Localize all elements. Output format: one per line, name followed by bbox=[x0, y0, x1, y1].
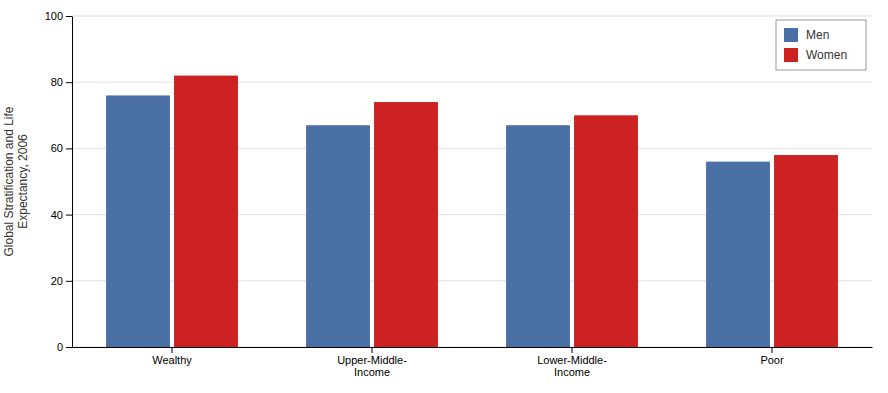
x-tick-label: Lower-Middle-Income bbox=[537, 354, 607, 379]
y-tick-mark bbox=[66, 281, 72, 282]
chart: Wealthy Upper-Middle-Income Lower-Middle-I… bbox=[0, 0, 888, 393]
y-tick-mark bbox=[66, 148, 72, 149]
bar bbox=[174, 76, 238, 347]
x-tick-label: Poor bbox=[760, 354, 784, 366]
y-axis: 0 20 40 60 80 100 bbox=[45, 10, 73, 353]
y-tick: 20 bbox=[51, 275, 72, 287]
bar bbox=[574, 115, 638, 347]
grid bbox=[72, 16, 872, 347]
x-tick-label: Upper-Middle-Income bbox=[337, 354, 407, 379]
x-tick: Wealthy bbox=[152, 347, 192, 366]
x-tick-mark bbox=[772, 347, 773, 353]
legend-box bbox=[776, 20, 866, 70]
legend-item: Men bbox=[784, 28, 829, 42]
x-axis-line bbox=[73, 347, 873, 348]
y-tick-mark bbox=[66, 215, 72, 216]
x-axis: Wealthy Upper-Middle-Income Lower-Middle-I… bbox=[73, 347, 873, 378]
x-tick-label: Wealthy bbox=[152, 354, 192, 366]
y-tick-mark bbox=[66, 82, 72, 83]
y-tick-mark bbox=[66, 347, 72, 348]
x-tick: Poor bbox=[760, 347, 784, 366]
y-tick: 0 bbox=[57, 341, 72, 353]
bar bbox=[306, 125, 370, 347]
y-tick-label: 60 bbox=[51, 142, 63, 154]
legend-item: Women bbox=[784, 48, 847, 62]
bars bbox=[106, 76, 838, 347]
bar bbox=[374, 102, 438, 347]
y-tick-label: 100 bbox=[45, 10, 63, 22]
legend-swatch bbox=[784, 48, 798, 62]
x-tick: Upper-Middle-Income bbox=[337, 347, 407, 378]
x-tick-mark bbox=[372, 347, 373, 353]
grid-line bbox=[72, 16, 872, 17]
legend-swatch bbox=[784, 28, 798, 42]
x-tick-mark bbox=[172, 347, 173, 353]
bar bbox=[774, 155, 838, 347]
bar bbox=[106, 95, 170, 347]
y-tick: 80 bbox=[51, 76, 72, 88]
y-axis-line bbox=[72, 17, 73, 348]
x-tick-mark bbox=[572, 347, 573, 353]
y-tick-label: 0 bbox=[57, 341, 63, 353]
y-tick-label: 80 bbox=[51, 76, 63, 88]
x-tick: Lower-Middle-Income bbox=[537, 347, 607, 378]
bar bbox=[506, 125, 570, 347]
bar bbox=[706, 162, 770, 347]
y-tick-label: 40 bbox=[51, 209, 63, 221]
y-tick: 100 bbox=[45, 10, 72, 22]
legend-label: Men bbox=[806, 28, 829, 42]
legend: Men Women bbox=[776, 20, 866, 70]
legend-label: Women bbox=[806, 48, 847, 62]
y-tick-mark bbox=[66, 16, 72, 17]
y-tick-label: 20 bbox=[51, 275, 63, 287]
y-axis-title: Global Stratification and LifeExpectancy… bbox=[2, 106, 30, 256]
y-tick: 40 bbox=[51, 209, 72, 221]
bar-series bbox=[174, 76, 838, 347]
y-tick: 60 bbox=[51, 142, 72, 154]
